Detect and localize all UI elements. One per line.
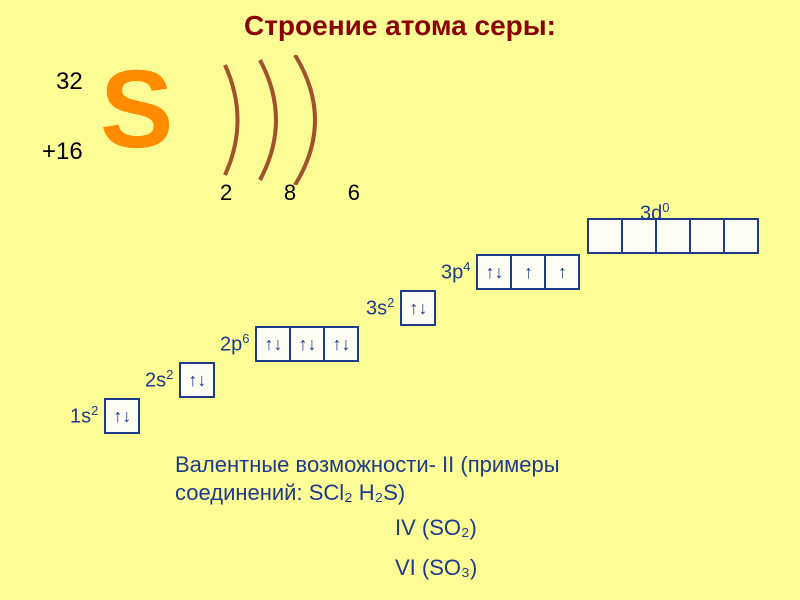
orbital-label-1s: 1s2 (70, 403, 98, 429)
orbital-label-2p: 2p6 (220, 331, 249, 357)
orbital-label-3s: 3s2 (366, 295, 394, 321)
orbital-box-3s-0: ↑↓ (400, 290, 436, 326)
valence-line-3: VI (SO₃) (395, 555, 477, 581)
orbital-row-3d (587, 218, 759, 254)
orbital-box-3p-1: ↑ (510, 254, 546, 290)
orbital-box-3d-0 (587, 218, 623, 254)
orbital-box-3p-2: ↑ (544, 254, 580, 290)
orbital-box-2p-0: ↑↓ (255, 326, 291, 362)
orbital-box-2p-1: ↑↓ (289, 326, 325, 362)
valence-line-2: IV (SO₂) (395, 515, 477, 541)
shells-svg (190, 55, 380, 185)
orbital-box-2s-0: ↑↓ (179, 362, 215, 398)
orbital-row-2s: 2s2↑↓ (145, 362, 215, 398)
orbital-box-3p-0: ↑↓ (476, 254, 512, 290)
orbital-label-3p: 3p4 (441, 259, 470, 285)
orbital-row-1s: 1s2↑↓ (70, 398, 140, 434)
shell-electron-counts: 2 8 6 (220, 180, 360, 206)
shell-2-count: 8 (284, 180, 296, 206)
shell-3-count: 6 (348, 180, 360, 206)
valence-line-1: соединений: SCl₂ H₂S) (175, 480, 405, 506)
orbital-box-2p-2: ↑↓ (323, 326, 359, 362)
mass-number: 32 (56, 68, 83, 96)
orbital-label-2s: 2s2 (145, 367, 173, 393)
orbital-box-3d-3 (689, 218, 725, 254)
orbital-row-2p: 2p6↑↓↑↓↑↓ (220, 326, 359, 362)
orbital-box-3d-4 (723, 218, 759, 254)
element-symbol: S (100, 46, 173, 173)
valence-line-0: Валентные возможности- II (примеры (175, 452, 560, 478)
shell-1-count: 2 (220, 180, 232, 206)
orbital-box-1s-0: ↑↓ (104, 398, 140, 434)
nuclear-charge: +16 (42, 138, 83, 166)
orbital-row-3s: 3s2↑↓ (366, 290, 436, 326)
electron-shells-arcs (190, 55, 380, 190)
orbital-row-3p: 3p4↑↓↑↑ (441, 254, 580, 290)
orbital-box-3d-1 (621, 218, 657, 254)
diagram-title: Строение атома серы: (0, 10, 800, 42)
orbital-box-3d-2 (655, 218, 691, 254)
